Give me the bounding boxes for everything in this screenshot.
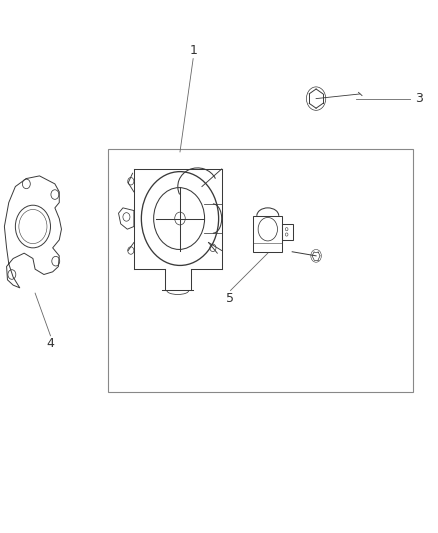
Text: 3: 3 xyxy=(414,92,422,105)
Text: 1: 1 xyxy=(189,44,197,57)
Text: 4: 4 xyxy=(46,337,54,350)
Bar xyxy=(281,224,292,240)
Text: 5: 5 xyxy=(226,292,234,305)
Bar xyxy=(107,149,412,392)
Bar xyxy=(253,216,281,252)
